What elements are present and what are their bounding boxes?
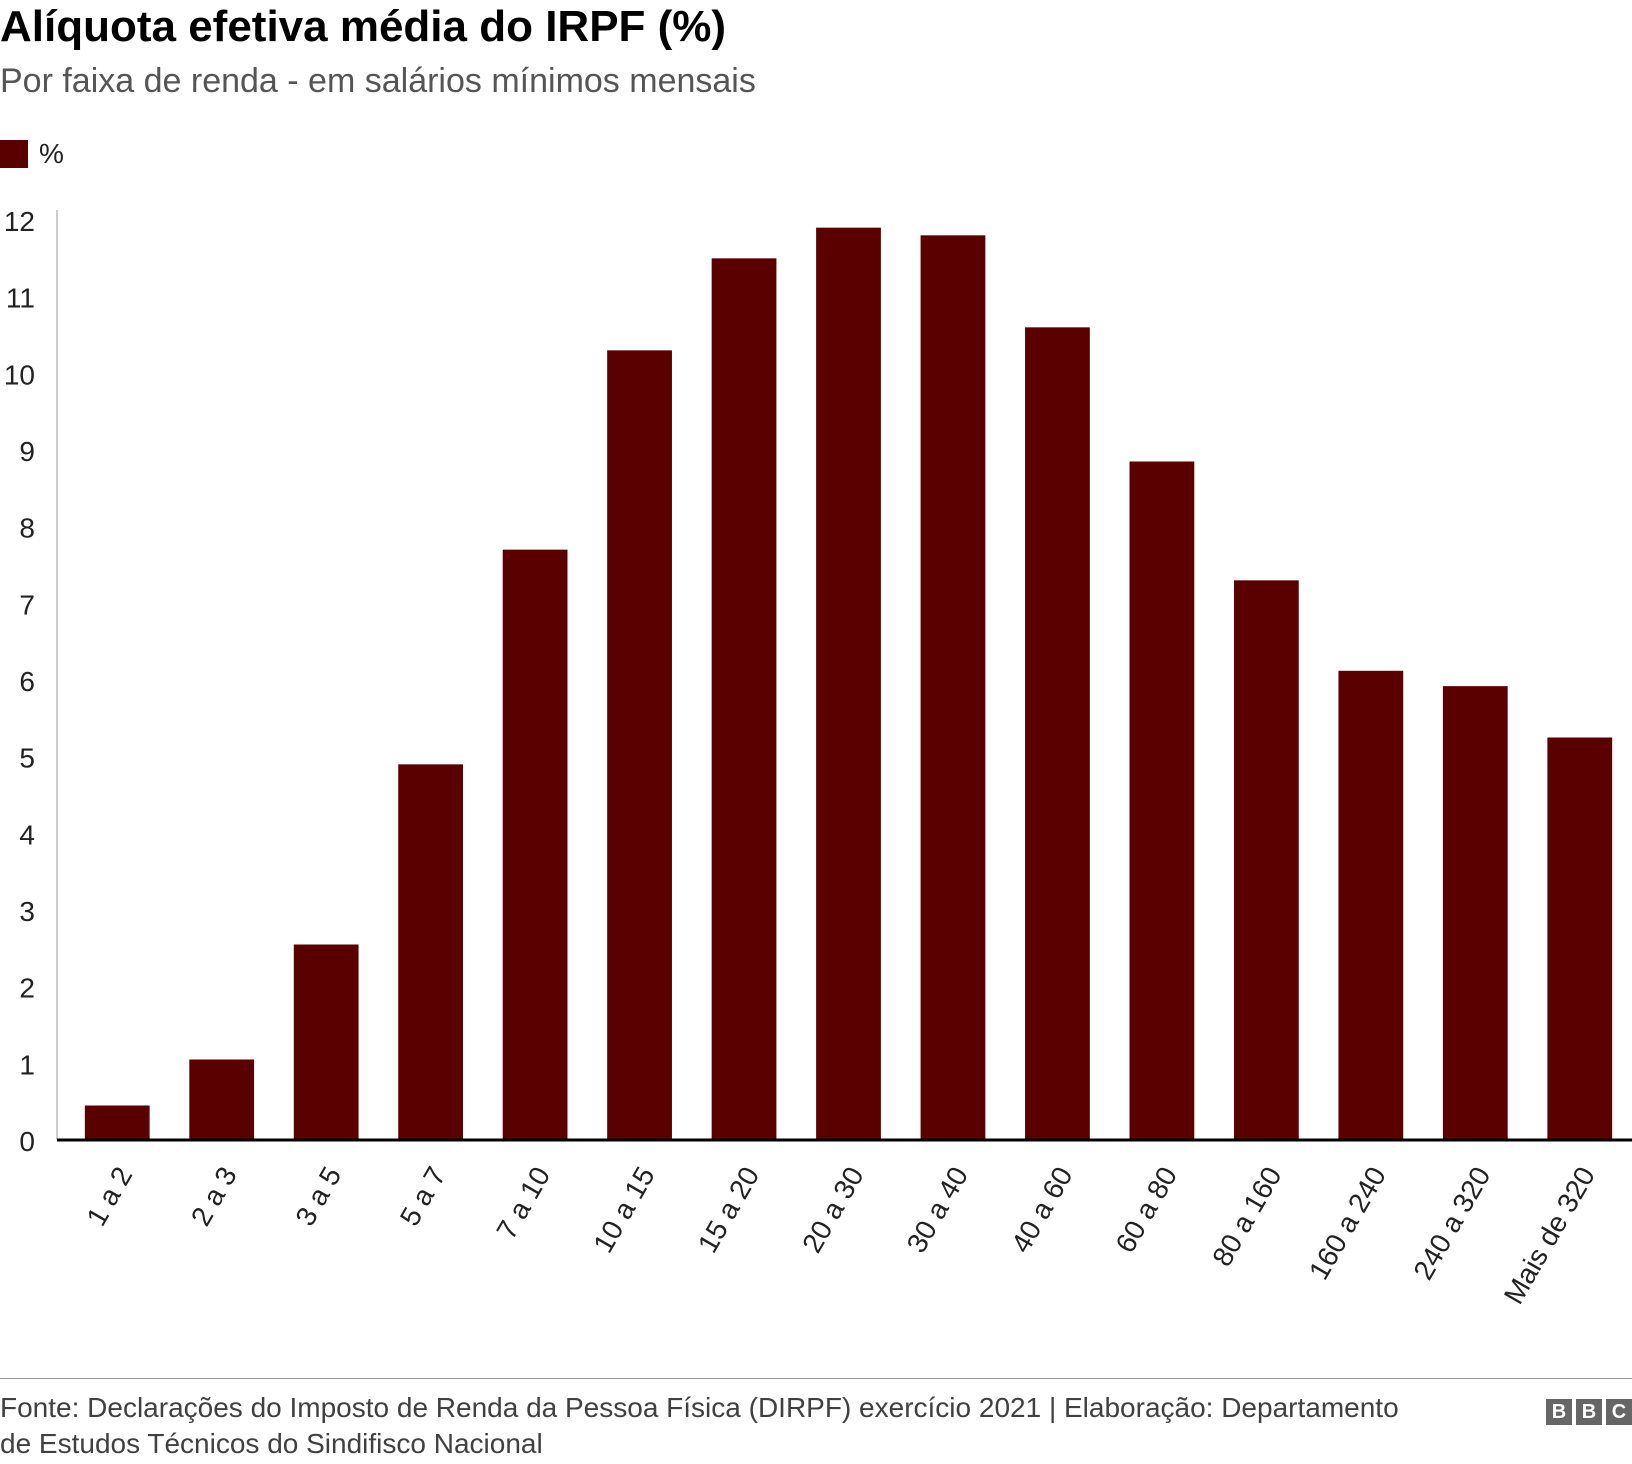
bar <box>502 549 568 1140</box>
x-tick-label: 3 a 5 <box>289 1162 347 1231</box>
y-tick-label: 6 <box>19 666 35 697</box>
legend-label: % <box>39 138 64 169</box>
bar <box>293 944 359 1140</box>
x-tick-label: 40 a 60 <box>1005 1162 1079 1258</box>
y-tick-label: 3 <box>19 896 35 927</box>
y-tick-label: 5 <box>19 743 35 774</box>
x-tick-label: 1 a 2 <box>80 1162 138 1231</box>
bar <box>398 764 464 1140</box>
bar <box>607 350 672 1140</box>
bar <box>920 235 986 1141</box>
y-tick-label: 4 <box>19 819 35 850</box>
x-tick-label: 60 a 80 <box>1110 1162 1184 1258</box>
bar <box>711 258 777 1140</box>
y-tick-label: 1 <box>19 1049 35 1080</box>
y-tick-label: 7 <box>19 589 35 620</box>
bar <box>1442 686 1508 1140</box>
y-tick-label: 9 <box>19 436 35 467</box>
chart-subtitle: Por faixa de renda - em salários mínimos… <box>0 62 756 100</box>
source-note: Fonte: Declarações do Imposto de Renda d… <box>0 1392 1399 1459</box>
bar <box>84 1105 150 1140</box>
legend-swatch <box>0 140 28 168</box>
chart-title: Alíquota efetiva média do IRPF (%) <box>0 2 727 51</box>
bar <box>1129 461 1195 1140</box>
y-tick-label: 12 <box>4 206 35 237</box>
x-tick-label: Mais de 320 <box>1498 1162 1601 1310</box>
y-tick-label: 0 <box>19 1126 35 1157</box>
x-tick-label: 30 a 40 <box>901 1162 975 1258</box>
bar <box>1025 327 1090 1140</box>
x-tick-label: 80 a 160 <box>1206 1162 1287 1272</box>
x-tick-label: 20 a 30 <box>796 1162 870 1258</box>
bar <box>1547 737 1613 1140</box>
bar <box>1338 670 1404 1140</box>
bbc-logo-letter: B <box>1576 1399 1602 1425</box>
bar <box>189 1059 255 1140</box>
y-tick-label: 10 <box>4 359 35 390</box>
x-tick-label: 160 a 240 <box>1303 1162 1392 1285</box>
y-tick-label: 2 <box>19 973 35 1004</box>
footer-divider <box>0 1378 1632 1379</box>
y-tick-label: 8 <box>19 513 35 544</box>
bbc-logo-letter: C <box>1606 1399 1632 1425</box>
y-tick-label: 11 <box>6 283 35 314</box>
x-tick-label: 240 a 320 <box>1407 1162 1496 1285</box>
x-tick-label: 15 a 20 <box>692 1162 766 1258</box>
x-tick-label: 10 a 15 <box>587 1162 661 1258</box>
bar <box>816 227 881 1140</box>
legend: % <box>0 138 64 170</box>
x-tick-label: 7 a 10 <box>491 1162 557 1245</box>
bbc-logo-letter: B <box>1546 1399 1572 1425</box>
x-tick-label: 2 a 3 <box>185 1162 243 1231</box>
bbc-logo: B B C <box>1546 1399 1632 1425</box>
x-tick-label: 5 a 7 <box>394 1162 452 1231</box>
bar <box>1233 580 1299 1140</box>
